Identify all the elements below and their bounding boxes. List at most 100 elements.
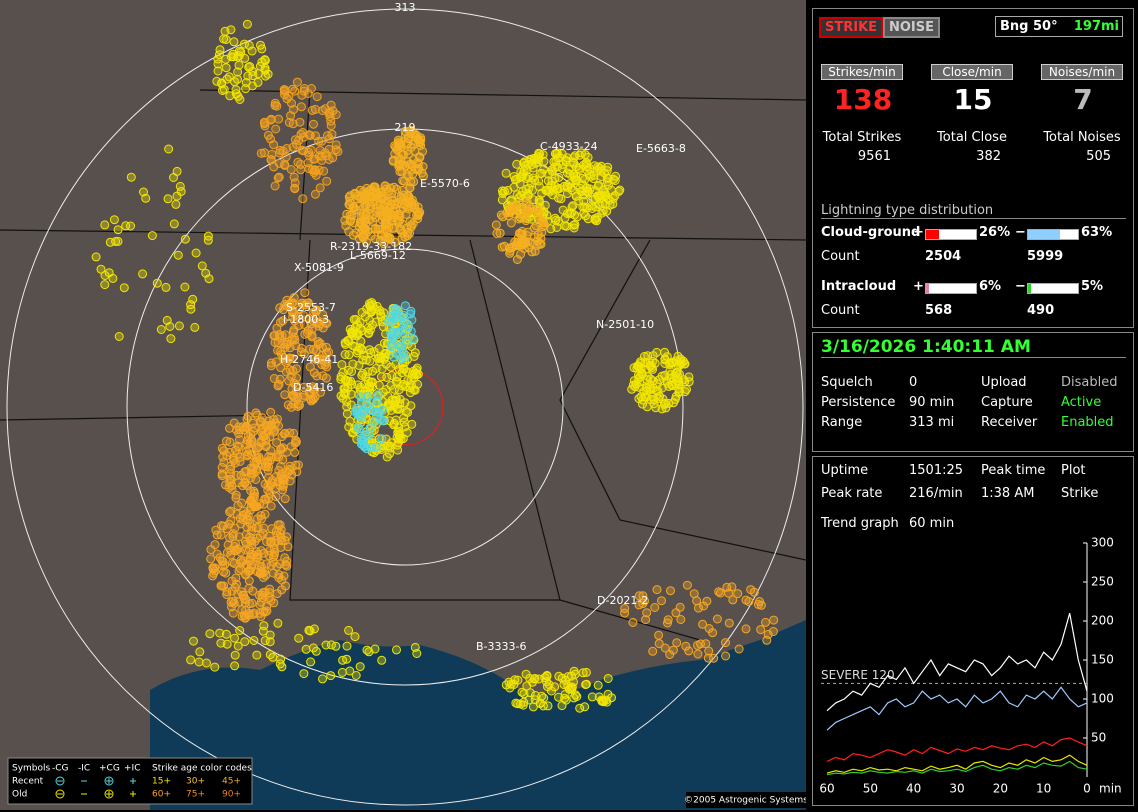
strike-symbol [556, 153, 564, 161]
strike-symbol [530, 224, 538, 232]
strike-symbol [709, 629, 717, 637]
strike-symbol [539, 702, 547, 710]
strike-symbol [341, 216, 349, 224]
stats-field: 1:38 AM [981, 486, 1034, 501]
strike-symbol [281, 495, 289, 503]
strike-symbol [675, 384, 683, 392]
strike-symbol [261, 462, 269, 470]
legend-type: +CG [99, 764, 120, 774]
strike-symbol [665, 382, 673, 390]
strike-symbol [661, 356, 669, 364]
strike-symbol [393, 646, 401, 654]
strike-symbol [673, 639, 681, 647]
strike-symbol [341, 376, 349, 384]
strike-symbol [416, 138, 424, 146]
strike-symbol [656, 392, 664, 400]
strike-symbol [220, 568, 228, 576]
strike-symbol [381, 182, 389, 190]
strike-symbol [204, 232, 212, 240]
strike-symbol [272, 493, 280, 501]
strike-symbol [195, 658, 203, 666]
strike-symbol [352, 316, 360, 324]
stats-field: Strike [1061, 486, 1098, 501]
strike-symbol [112, 238, 120, 246]
strike-symbol [253, 411, 261, 419]
strike-symbol [345, 626, 353, 634]
total-value: 382 [931, 149, 1001, 164]
strike-symbol [272, 125, 280, 133]
strike-symbol [590, 175, 598, 183]
strike-symbol [319, 107, 327, 115]
strike-symbol [263, 538, 271, 546]
strike-symbol [716, 589, 724, 597]
strike-symbol [408, 316, 416, 324]
strike-symbol [579, 203, 587, 211]
strike-symbol [390, 224, 398, 232]
strike-symbol [250, 609, 258, 617]
rate-label: Noises/min [1041, 64, 1123, 80]
strike-symbol [346, 192, 354, 200]
strike-symbol [167, 335, 175, 343]
strike-symbol [540, 694, 548, 702]
strike-symbol [757, 601, 765, 609]
strike-symbol [263, 607, 271, 615]
strike-symbol [226, 424, 234, 432]
strike-button[interactable]: STRIKE [819, 17, 883, 38]
strike-symbol [750, 588, 758, 596]
strike-symbol [413, 211, 421, 219]
y-tick-label: 300 [1091, 536, 1114, 550]
strike-symbol [283, 448, 291, 456]
strike-symbol [190, 637, 198, 645]
noise-button[interactable]: NOISE [883, 17, 940, 38]
strike-symbol [245, 41, 253, 49]
lightning-map: 313 219 E-5570-6 R-2319-33-182 L-5669-12… [0, 0, 806, 810]
strike-symbol [338, 668, 346, 676]
strike-symbol [297, 160, 305, 168]
trend-line [827, 761, 1087, 774]
stats-field: 60 min [909, 516, 954, 531]
strike-symbol [643, 376, 651, 384]
strike-symbol [499, 213, 507, 221]
strike-symbol [203, 659, 211, 667]
threshold-label: SEVERE 120 [821, 668, 895, 682]
strike-symbol [742, 596, 750, 604]
rate-value: 15 [931, 83, 1015, 116]
strike-symbol [218, 582, 226, 590]
strike-symbol [499, 190, 507, 198]
strike-symbol [271, 182, 279, 190]
strike-symbol [260, 500, 268, 508]
strike-symbol [230, 38, 238, 46]
range-label: 219 [395, 121, 416, 134]
strike-symbol [655, 640, 663, 648]
strike-symbol [594, 681, 602, 689]
strike-symbol [240, 592, 248, 600]
x-tick-label: 40 [906, 782, 921, 796]
legend-title: Symbols [12, 764, 51, 774]
strike-symbol [242, 85, 250, 93]
strike-symbol [231, 651, 239, 659]
bearing: Bng 50° [1000, 19, 1058, 34]
strike-symbol [235, 443, 243, 451]
strike-symbol [347, 390, 355, 398]
strike-symbol [558, 702, 566, 710]
strike-symbol [230, 599, 238, 607]
strike-symbol [764, 630, 772, 638]
strike-symbol [644, 352, 652, 360]
strike-symbol [593, 217, 601, 225]
strike-symbol [672, 609, 680, 617]
strike-symbol [534, 211, 542, 219]
distance: 197mi [1074, 19, 1119, 34]
strike-symbol [262, 431, 270, 439]
x-tick-label: 50 [863, 782, 878, 796]
strike-symbol [282, 153, 290, 161]
strike-symbol [655, 631, 663, 639]
strike-symbol [181, 283, 189, 291]
strike-symbol [576, 184, 584, 192]
strike-symbol [243, 20, 251, 28]
legend-type: +IC [124, 764, 140, 774]
strike-symbol [275, 331, 283, 339]
strike-symbol [281, 391, 289, 399]
x-tick-label: 0 [1083, 782, 1091, 796]
strike-symbol [374, 391, 382, 399]
strike-symbol [539, 218, 547, 226]
